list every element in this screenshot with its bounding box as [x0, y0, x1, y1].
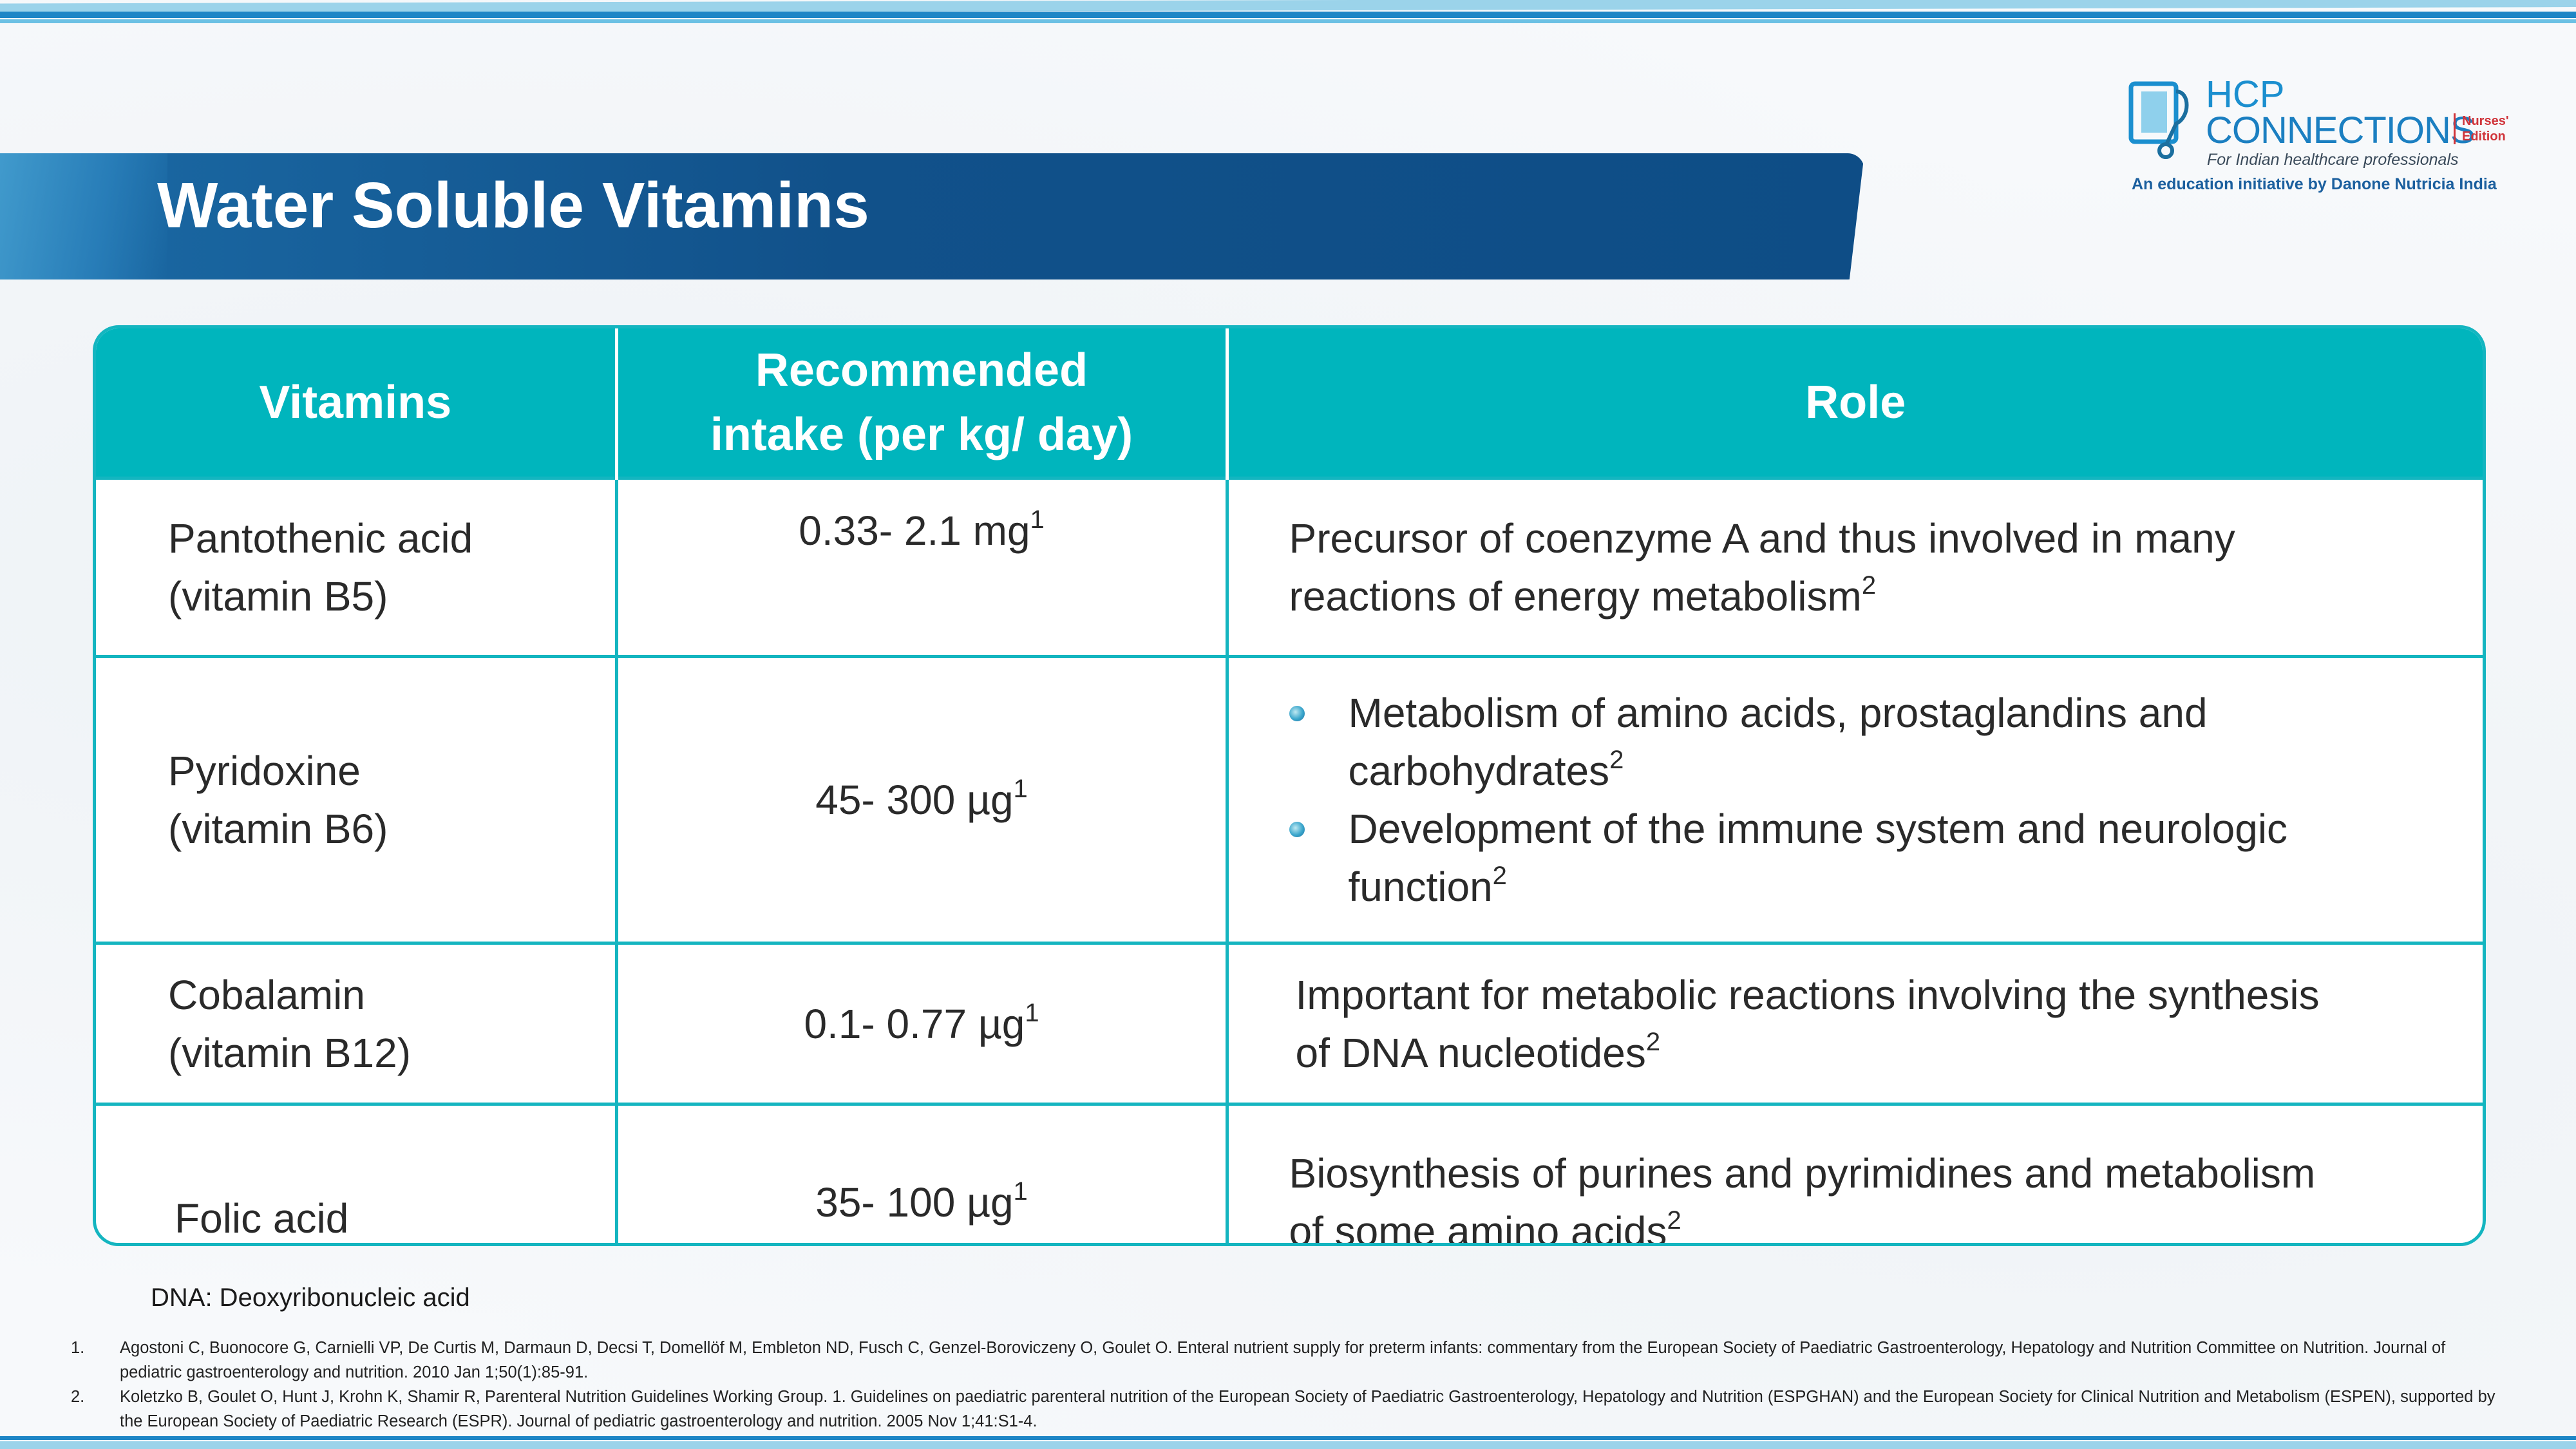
stethoscope-logo-icon [2128, 81, 2189, 159]
list-item: Metabolism of amino acids, prostaglandin… [1289, 684, 2445, 800]
bullet-icon [1289, 822, 1305, 837]
header-vitamins: Vitamins [96, 328, 618, 478]
table-row: Folic acid 35- 100 µg1 Biosynthesis of p… [96, 1103, 2483, 1243]
logo-tagline: For Indian healthcare professionals [2207, 151, 2459, 169]
role-cell: Biosynthesis of purines and pyrimidines … [1227, 1103, 2483, 1243]
table-row: Cobalamin (vitamin B12) 0.1- 0.77 µg1 Im… [96, 942, 2483, 1104]
table-row: Pyridoxine (vitamin B6) 45- 300 µg1 Meta… [96, 655, 2483, 943]
role-cell: Metabolism of amino acids, prostaglandin… [1227, 655, 2483, 943]
title-banner [0, 153, 1864, 279]
header-intake: Recommended intake (per kg/ day) [616, 328, 1229, 478]
vitamin-cell: Pantothenic acid (vitamin B5) [96, 477, 618, 657]
logo-hcp-text: HCP [2206, 73, 2285, 115]
header-role: Role [1227, 328, 2483, 478]
logo-edition-label: Nurses' Edition [2454, 113, 2509, 144]
hcp-connections-logo: HCP CONNECTIONS Nurses' Edition For Indi… [2128, 76, 2515, 198]
role-bullet-list: Metabolism of amino acids, prostaglandin… [1289, 684, 2445, 916]
references: 1. Agostoni C, Buonocore G, Carnielli VP… [71, 1336, 2499, 1434]
vitamins-table: Vitamins Recommended intake (per kg/ day… [93, 325, 2486, 1246]
bullet-icon [1289, 706, 1305, 721]
table-header-row: Vitamins Recommended intake (per kg/ day… [96, 328, 2483, 478]
vitamin-cell: Cobalamin (vitamin B12) [96, 942, 618, 1104]
vitamin-cell: Folic acid [96, 1103, 618, 1243]
abbreviation-note: DNA: Deoxyribonucleic acid [151, 1283, 470, 1312]
logo-initiative-text: An education initiative by Danone Nutric… [2132, 175, 2497, 193]
intake-cell: 35- 100 µg1 [616, 1103, 1229, 1243]
reference-item: 2. Koletzko B, Goulet O, Hunt J, Krohn K… [71, 1388, 2496, 1430]
table-row: Pantothenic acid (vitamin B5) 0.33- 2.1 … [96, 477, 2483, 657]
reference-item: 1. Agostoni C, Buonocore G, Carnielli VP… [71, 1339, 2446, 1381]
intake-cell: 0.33- 2.1 mg1 [616, 477, 1229, 657]
role-cell: Precursor of coenzyme A and thus involve… [1227, 477, 2483, 657]
slide-title: Water Soluble Vitamins [157, 169, 869, 242]
list-item: Development of the immune system and neu… [1289, 800, 2445, 916]
logo-connections-text: CONNECTIONS [2206, 109, 2476, 151]
intake-cell: 0.1- 0.77 µg1 [616, 942, 1229, 1104]
bottom-decorative-stripes [0, 1430, 2576, 1449]
vitamin-cell: Pyridoxine (vitamin B6) [96, 655, 618, 943]
role-cell: Important for metabolic reactions involv… [1227, 942, 2483, 1104]
intake-cell: 45- 300 µg1 [616, 655, 1229, 943]
top-decorative-stripes [0, 0, 2576, 39]
